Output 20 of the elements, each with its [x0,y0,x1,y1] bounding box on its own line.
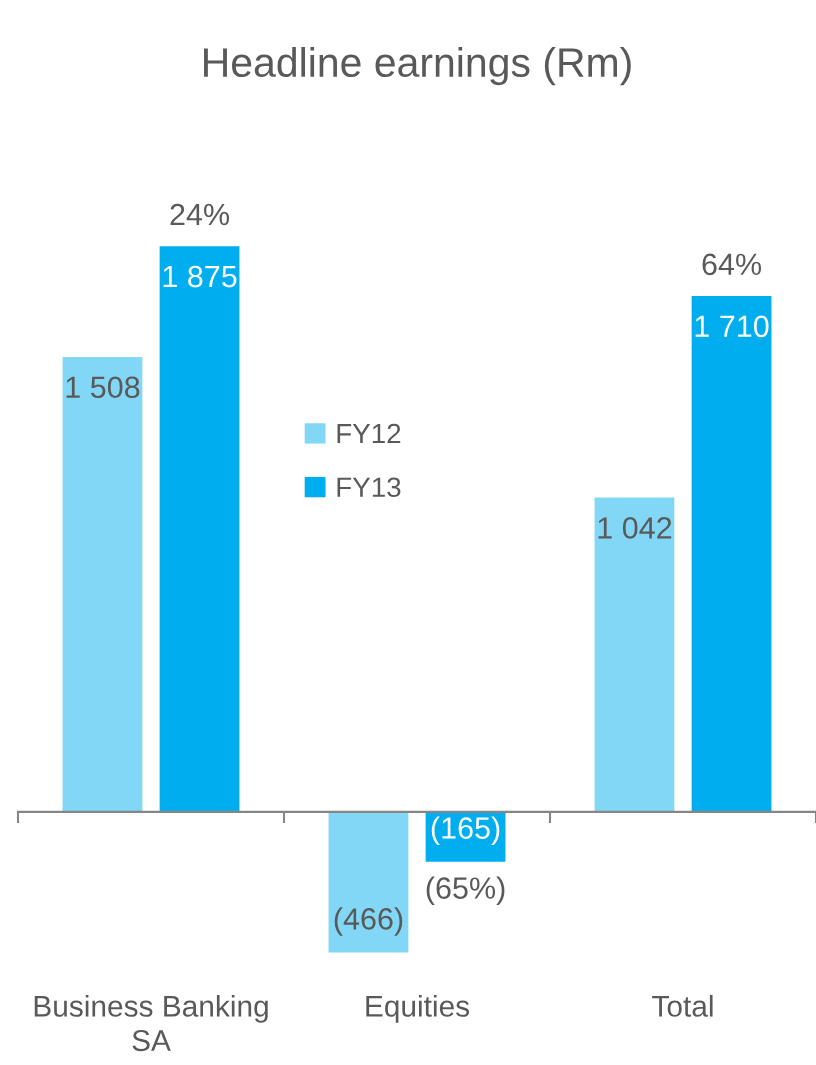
x-tick-label: Business Banking SA [34,994,268,1052]
annotation: 64% [702,253,762,276]
bar [159,246,240,812]
x-tick-label: Total [652,994,713,1017]
data-label: (466) [334,907,403,936]
data-label: 1 508 [66,376,140,399]
data-label: 1 042 [598,517,672,539]
bar [62,356,143,812]
bar [328,811,409,953]
x-tick-label: Equities [366,994,470,1023]
legend-label: FY12 [337,423,401,444]
text: 24% [170,203,230,226]
data-label: 1 875 [163,265,237,288]
chart-title: Headline earnings (Rm) [204,46,631,86]
annotation: (65%) [426,876,505,905]
legend-label: FY13 [337,477,401,498]
data-label: 1 710 [695,315,769,338]
data-label: (165) [431,816,500,845]
bar [594,497,675,812]
bar [691,295,772,812]
